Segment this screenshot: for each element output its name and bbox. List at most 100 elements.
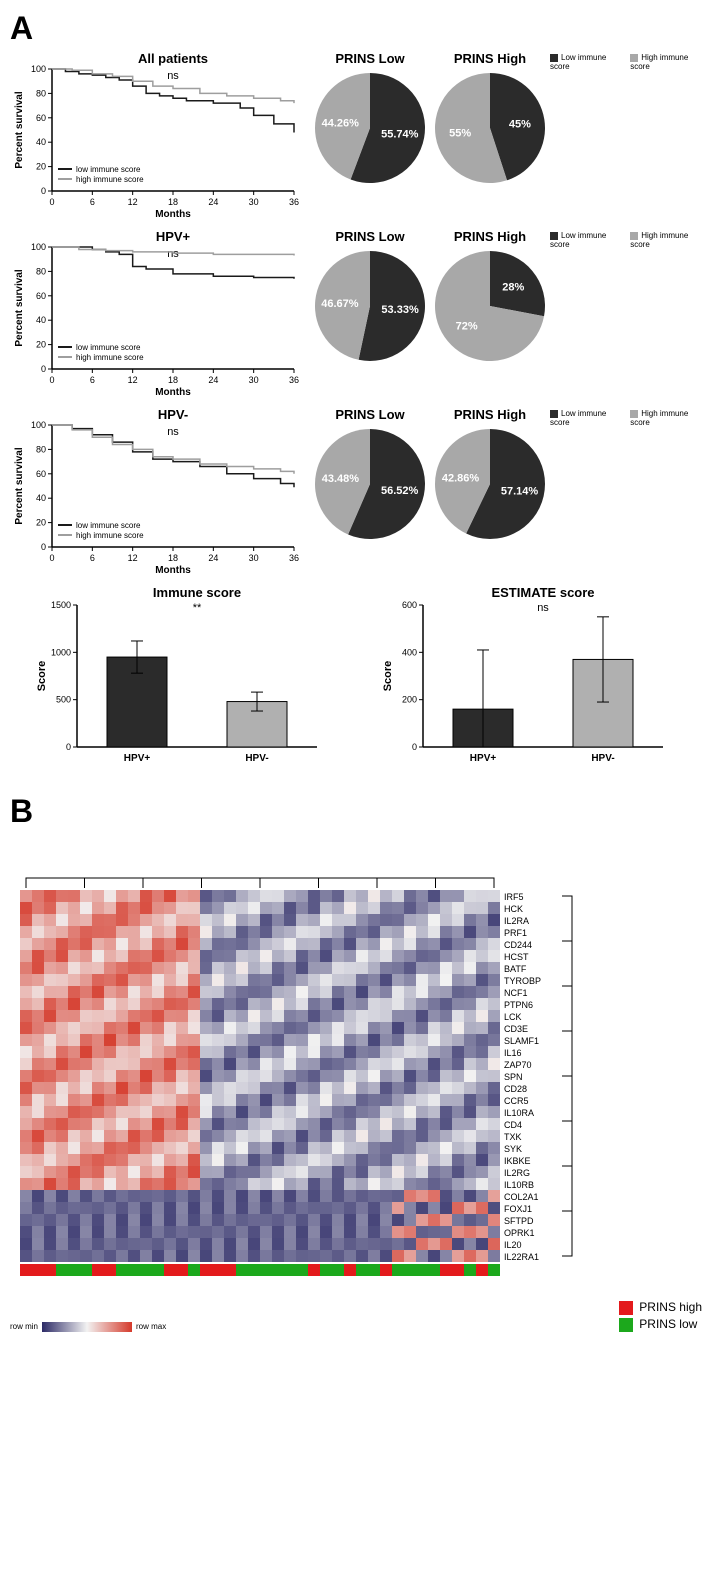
row-dendrogram bbox=[562, 896, 572, 1256]
pie-legend-light: High immune score bbox=[630, 409, 702, 544]
gene-label: CD244 bbox=[504, 940, 532, 950]
gene-label: COL2A1 bbox=[504, 1192, 539, 1202]
bar-ylabel: Score bbox=[382, 661, 394, 692]
svg-text:12: 12 bbox=[128, 553, 138, 563]
panel-b-label: B bbox=[10, 793, 702, 830]
pie-legend-dark: Low immune score bbox=[550, 409, 620, 544]
gene-label: NCF1 bbox=[504, 988, 528, 998]
pie-legend-light: High immune score bbox=[630, 53, 702, 188]
svg-text:200: 200 bbox=[402, 695, 417, 705]
bar-sig: ns bbox=[537, 602, 549, 614]
colorscale-legend: row minrow max bbox=[10, 1322, 166, 1332]
svg-text:1500: 1500 bbox=[51, 600, 71, 610]
gene-label: IKBKE bbox=[504, 1156, 531, 1166]
gene-label: IL22RA1 bbox=[504, 1252, 539, 1262]
gene-label: CD4 bbox=[504, 1120, 522, 1130]
column-dendrogram bbox=[26, 878, 494, 888]
gene-label: TYROBP bbox=[504, 976, 541, 986]
pie-light-pct: 46.67% bbox=[321, 298, 359, 310]
svg-text:80: 80 bbox=[36, 266, 46, 276]
bar-category: HPV+ bbox=[124, 753, 151, 764]
svg-text:0: 0 bbox=[49, 375, 54, 385]
gene-label: IL10RA bbox=[504, 1108, 534, 1118]
bar-title: Immune score bbox=[153, 585, 241, 600]
gene-label: IL2RG bbox=[504, 1168, 530, 1178]
svg-text:18: 18 bbox=[168, 553, 178, 563]
svg-text:80: 80 bbox=[36, 88, 46, 98]
heatmap-grid bbox=[20, 890, 500, 1262]
svg-text:0: 0 bbox=[41, 186, 46, 196]
svg-text:0: 0 bbox=[49, 553, 54, 563]
svg-text:20: 20 bbox=[36, 340, 46, 350]
svg-text:400: 400 bbox=[402, 647, 417, 657]
km-legend-high: high immune score bbox=[76, 353, 144, 362]
gene-label: PTPN6 bbox=[504, 1000, 533, 1010]
km-ylabel: Percent survival bbox=[14, 447, 25, 524]
pie-title: PRINS High bbox=[454, 51, 526, 66]
pie-title: PRINS Low bbox=[335, 229, 404, 244]
pie-title: PRINS High bbox=[454, 407, 526, 422]
gene-label: IL20 bbox=[504, 1240, 522, 1250]
km-ylabel: Percent survival bbox=[14, 91, 25, 168]
svg-text:18: 18 bbox=[168, 375, 178, 385]
svg-text:0: 0 bbox=[66, 742, 71, 752]
svg-text:12: 12 bbox=[128, 197, 138, 207]
pie-title: PRINS Low bbox=[335, 407, 404, 422]
pie-legend-dark: Low immune score bbox=[550, 53, 620, 188]
km-ylabel: Percent survival bbox=[14, 269, 25, 346]
svg-text:30: 30 bbox=[249, 375, 259, 385]
pie-light-pct: 43.48% bbox=[322, 473, 360, 485]
bar-category: HPV+ bbox=[470, 753, 497, 764]
pie-legend-dark: Low immune score bbox=[550, 231, 620, 366]
km-legend-low: low immune score bbox=[76, 521, 141, 530]
gene-label: HCK bbox=[504, 904, 523, 914]
gene-label: IRF5 bbox=[504, 892, 524, 902]
km-sig: ns bbox=[167, 426, 179, 438]
panel-a-label: A bbox=[10, 10, 702, 47]
gene-label: LCK bbox=[504, 1012, 522, 1022]
svg-text:1000: 1000 bbox=[51, 647, 71, 657]
km-legend-high: high immune score bbox=[76, 531, 144, 540]
svg-text:100: 100 bbox=[31, 64, 46, 74]
svg-text:36: 36 bbox=[289, 553, 299, 563]
svg-text:24: 24 bbox=[208, 375, 218, 385]
gene-label: CD28 bbox=[504, 1084, 527, 1094]
svg-text:6: 6 bbox=[90, 197, 95, 207]
pie-title: PRINS High bbox=[454, 229, 526, 244]
gene-label: IL10RB bbox=[504, 1180, 534, 1190]
svg-text:40: 40 bbox=[36, 137, 46, 147]
svg-text:0: 0 bbox=[41, 542, 46, 552]
svg-text:6: 6 bbox=[90, 375, 95, 385]
gene-label: PRF1 bbox=[504, 928, 527, 938]
svg-text:30: 30 bbox=[249, 553, 259, 563]
gene-label: CCR5 bbox=[504, 1096, 529, 1106]
pie-dark-pct: 55.74% bbox=[381, 128, 419, 140]
svg-text:0: 0 bbox=[412, 742, 417, 752]
pie-dark-pct: 45% bbox=[509, 118, 531, 130]
svg-text:500: 500 bbox=[56, 695, 71, 705]
svg-text:0: 0 bbox=[41, 364, 46, 374]
km-xlabel: Months bbox=[155, 209, 191, 220]
svg-text:600: 600 bbox=[402, 600, 417, 610]
gene-label: IL2RA bbox=[504, 916, 529, 926]
svg-text:24: 24 bbox=[208, 553, 218, 563]
km-legend-high: high immune score bbox=[76, 175, 144, 184]
gene-label: SPN bbox=[504, 1072, 523, 1082]
km-xlabel: Months bbox=[155, 387, 191, 398]
svg-text:6: 6 bbox=[90, 553, 95, 563]
km-title: HPV- bbox=[158, 407, 188, 422]
gene-label: HCST bbox=[504, 952, 529, 962]
gene-label: SFTPD bbox=[504, 1216, 534, 1226]
prins-legend-low: PRINS low bbox=[619, 1317, 702, 1332]
pie-dark-pct: 56.52% bbox=[381, 485, 419, 497]
gene-label: IL16 bbox=[504, 1048, 522, 1058]
svg-text:18: 18 bbox=[168, 197, 178, 207]
pie-light-pct: 44.26% bbox=[322, 118, 360, 130]
km-sig: ns bbox=[167, 248, 179, 260]
bar-title: ESTIMATE score bbox=[491, 585, 594, 600]
pie-legend-light: High immune score bbox=[630, 231, 702, 366]
km-xlabel: Months bbox=[155, 565, 191, 576]
gene-label: OPRK1 bbox=[504, 1228, 535, 1238]
pie-dark-pct: 57.14% bbox=[501, 486, 539, 498]
svg-text:12: 12 bbox=[128, 375, 138, 385]
